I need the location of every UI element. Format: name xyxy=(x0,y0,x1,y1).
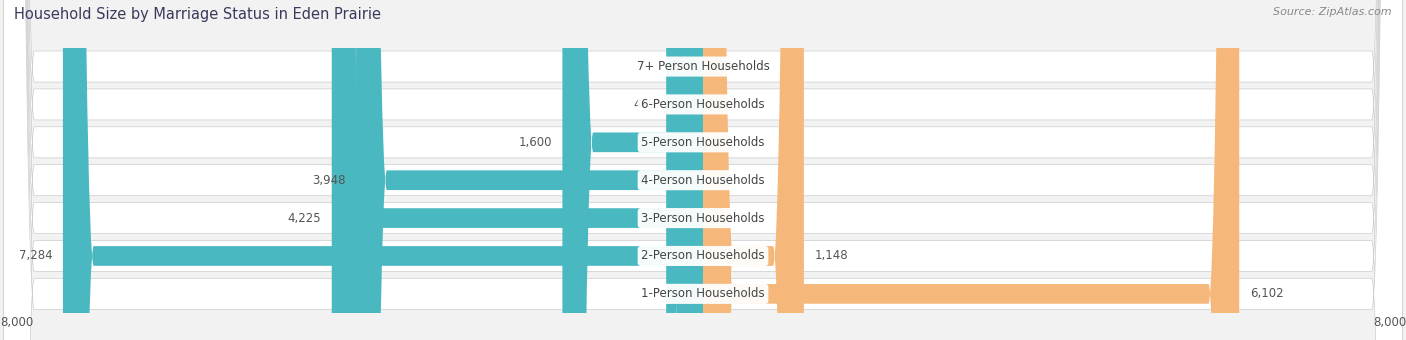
Text: 1-Person Households: 1-Person Households xyxy=(641,287,765,300)
Text: 7+ Person Households: 7+ Person Households xyxy=(637,60,769,73)
FancyBboxPatch shape xyxy=(3,0,1403,340)
Text: 0: 0 xyxy=(713,98,721,111)
FancyBboxPatch shape xyxy=(3,0,1403,340)
Text: 7,284: 7,284 xyxy=(18,250,52,262)
FancyBboxPatch shape xyxy=(3,0,1403,340)
Text: 6-Person Households: 6-Person Households xyxy=(641,98,765,111)
Text: 3-Person Households: 3-Person Households xyxy=(641,211,765,225)
Text: 419: 419 xyxy=(633,98,655,111)
FancyBboxPatch shape xyxy=(703,0,710,340)
Text: 5-Person Households: 5-Person Households xyxy=(641,136,765,149)
Text: 8,000: 8,000 xyxy=(0,316,34,329)
Text: 8,000: 8,000 xyxy=(1372,316,1406,329)
FancyBboxPatch shape xyxy=(3,0,1403,340)
FancyBboxPatch shape xyxy=(666,0,703,340)
FancyBboxPatch shape xyxy=(696,0,703,340)
FancyBboxPatch shape xyxy=(3,0,1403,340)
Text: 2-Person Households: 2-Person Households xyxy=(641,250,765,262)
FancyBboxPatch shape xyxy=(332,0,703,340)
Text: Household Size by Marriage Status in Eden Prairie: Household Size by Marriage Status in Ede… xyxy=(14,7,381,22)
Text: 6,102: 6,102 xyxy=(1250,287,1284,300)
FancyBboxPatch shape xyxy=(703,0,804,340)
Text: 1,148: 1,148 xyxy=(814,250,848,262)
Text: 4-Person Households: 4-Person Households xyxy=(641,174,765,187)
Text: 3,948: 3,948 xyxy=(312,174,346,187)
FancyBboxPatch shape xyxy=(703,0,716,340)
FancyBboxPatch shape xyxy=(3,0,1403,340)
FancyBboxPatch shape xyxy=(703,0,1239,340)
Text: 29: 29 xyxy=(716,60,731,73)
Text: 4,225: 4,225 xyxy=(288,211,321,225)
Text: 0: 0 xyxy=(713,136,721,149)
Text: 86: 86 xyxy=(671,60,685,73)
Text: Source: ZipAtlas.com: Source: ZipAtlas.com xyxy=(1274,7,1392,17)
Text: 148: 148 xyxy=(727,211,749,225)
FancyBboxPatch shape xyxy=(63,0,703,340)
FancyBboxPatch shape xyxy=(356,0,703,340)
Text: 81: 81 xyxy=(721,174,735,187)
Text: 1,600: 1,600 xyxy=(519,136,551,149)
FancyBboxPatch shape xyxy=(703,0,706,340)
FancyBboxPatch shape xyxy=(562,0,703,340)
FancyBboxPatch shape xyxy=(3,0,1403,340)
